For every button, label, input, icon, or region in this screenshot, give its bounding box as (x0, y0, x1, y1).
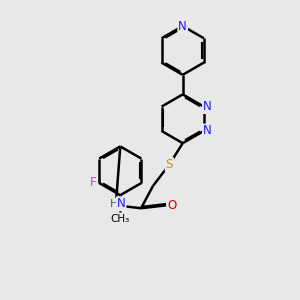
Text: N: N (203, 124, 212, 137)
Text: CH₃: CH₃ (111, 214, 130, 224)
Text: O: O (167, 199, 176, 212)
Text: N: N (117, 197, 125, 210)
Text: S: S (166, 158, 173, 171)
Text: H: H (110, 199, 118, 209)
Text: F: F (90, 176, 97, 190)
Text: N: N (178, 20, 187, 33)
Text: N: N (203, 100, 212, 113)
